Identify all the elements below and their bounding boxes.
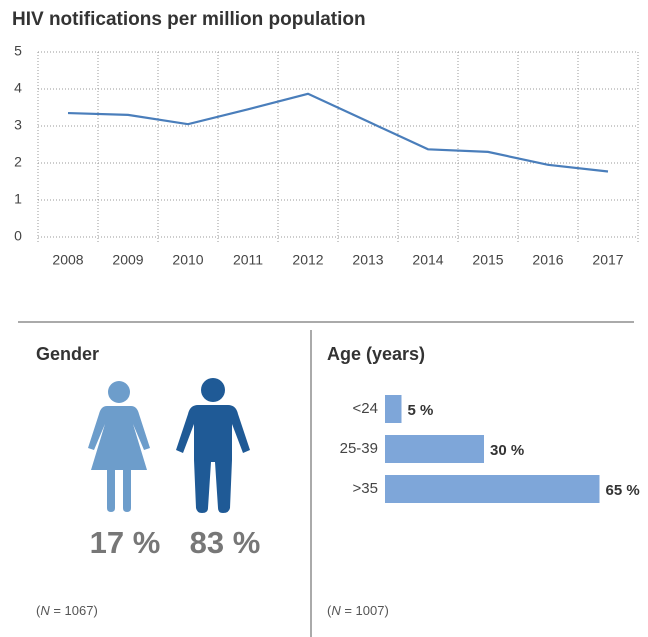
x-tick-label: 2011 bbox=[233, 252, 263, 268]
y-tick-label: 3 bbox=[14, 117, 22, 133]
category-label: 25-39 bbox=[340, 440, 378, 457]
x-tick-label: 2013 bbox=[352, 252, 383, 268]
x-tick-label: 2016 bbox=[532, 252, 563, 268]
y-tick-label: 4 bbox=[14, 80, 22, 96]
line bbox=[67, 92, 609, 173]
x-tick-label: 2008 bbox=[52, 252, 83, 268]
x-tick-label: 2010 bbox=[172, 252, 203, 268]
bar bbox=[385, 435, 484, 463]
percent-label: 17 % bbox=[90, 525, 161, 560]
x-tick-label: 2015 bbox=[472, 252, 503, 268]
x-tick-label: 2012 bbox=[292, 252, 323, 268]
category-label: >35 bbox=[353, 480, 378, 497]
x-tick-label: 2014 bbox=[412, 252, 443, 268]
gender-title: Gender bbox=[36, 344, 99, 364]
value-label: 30 % bbox=[490, 442, 524, 459]
bar bbox=[385, 475, 600, 503]
sample-note: (N = 1067) bbox=[36, 603, 98, 618]
category-label: <24 bbox=[353, 400, 378, 417]
y-tick-label: 2 bbox=[14, 154, 22, 170]
y-tick-label: 0 bbox=[14, 228, 22, 244]
male-icon bbox=[176, 378, 250, 513]
value-label: 5 % bbox=[408, 402, 434, 419]
percent-label: 83 % bbox=[190, 525, 261, 560]
y-tick-label: 5 bbox=[14, 43, 22, 59]
female-icon bbox=[88, 381, 150, 512]
bar bbox=[385, 395, 402, 423]
value-label: 65 % bbox=[606, 482, 640, 499]
x-tick-label: 2017 bbox=[592, 252, 623, 268]
y-tick-label: 1 bbox=[14, 191, 22, 207]
age-title: Age (years) bbox=[327, 344, 425, 364]
x-tick-label: 2009 bbox=[112, 252, 143, 268]
chart-title: HIV notifications per million population bbox=[12, 9, 366, 30]
sample-note: (N = 1007) bbox=[327, 603, 389, 618]
